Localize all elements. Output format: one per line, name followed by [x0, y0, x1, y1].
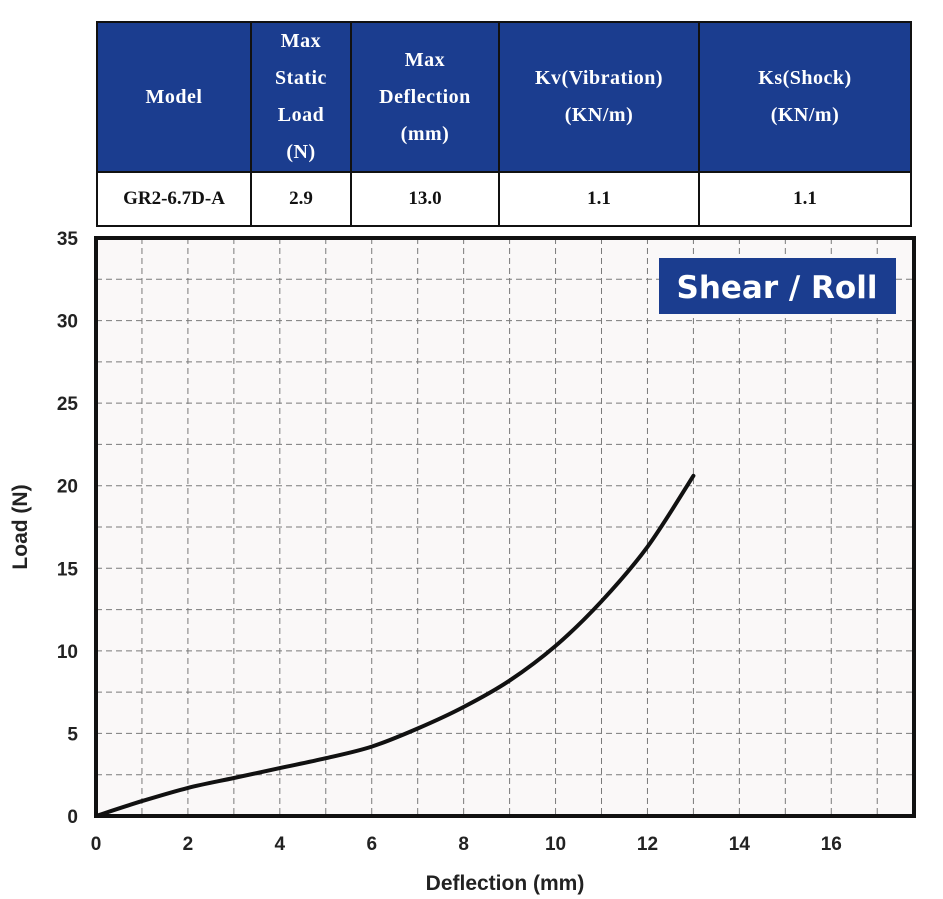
y-tick-label: 25: [57, 394, 79, 415]
y-tick-label: 0: [67, 807, 78, 828]
header-line: Load: [277, 104, 325, 126]
shear-roll-badge: Shear / Roll: [659, 258, 896, 314]
header-line: (N): [286, 141, 316, 163]
header-line: (KN/m): [770, 104, 840, 126]
cell-max-deflection: 13.0: [350, 171, 500, 227]
x-tick-label: 0: [91, 834, 102, 855]
spec-table: Model Max Static Load (N) Max Deflection…: [96, 21, 912, 227]
header-line: Max: [404, 48, 446, 71]
badge-label: Shear / Roll: [677, 270, 878, 306]
header-max-deflection: Max Deflection (mm): [350, 21, 500, 173]
x-tick-label: 12: [637, 834, 658, 855]
header-max-static-load: Max Static Load (N): [250, 21, 352, 173]
table-row: GR2-6.7D-A 2.9 13.0 1.1 1.1: [96, 171, 912, 227]
cell-ks: 1.1: [698, 171, 912, 227]
header-line: Kv(Vibration): [535, 67, 663, 89]
x-tick-label: 8: [458, 834, 469, 855]
x-tick-label: 10: [545, 834, 566, 855]
cell-kv: 1.1: [498, 171, 700, 227]
header-ks-shock: Ks(Shock) (KN/m): [698, 21, 912, 173]
y-tick-label: 30: [57, 312, 78, 333]
y-tick-label: 15: [57, 559, 79, 580]
header-model: Model: [96, 21, 252, 173]
plot-frame: [94, 236, 916, 818]
y-tick-label: 20: [57, 477, 78, 498]
header-line: Ks(Shock): [758, 67, 852, 89]
header-kv-vibration: Kv(Vibration) (KN/m): [498, 21, 700, 173]
header-line: Max: [280, 30, 322, 52]
y-tick-label: 5: [67, 724, 78, 745]
header-line: Static: [275, 67, 327, 89]
header-line: (KN/m): [564, 104, 634, 126]
cell-model: GR2-6.7D-A: [96, 171, 252, 227]
x-axis-title: Deflection (mm): [426, 872, 585, 895]
grid-lines: [96, 238, 914, 816]
header-line: Deflection: [379, 85, 471, 108]
x-axis-ticks: 0 2 4 6 8 10 12 14 16: [91, 834, 842, 855]
x-tick-label: 6: [366, 834, 377, 855]
y-axis-ticks: 0 5 10 15 20 25 30 35: [57, 229, 79, 828]
y-tick-label: 35: [57, 229, 79, 250]
table-header-row: Model Max Static Load (N) Max Deflection…: [96, 21, 912, 173]
x-tick-label: 2: [183, 834, 194, 855]
x-tick-label: 4: [275, 834, 286, 855]
header-line: (mm): [400, 122, 450, 145]
cell-max-static-load: 2.9: [250, 171, 352, 227]
y-axis-title: Load (N): [9, 484, 32, 569]
header-line: Model: [145, 85, 203, 108]
x-tick-label: 16: [821, 834, 842, 855]
load-curve-line: [94, 473, 696, 818]
x-tick-label: 14: [729, 834, 751, 855]
y-tick-label: 10: [57, 642, 78, 663]
badge-background: [659, 258, 896, 314]
